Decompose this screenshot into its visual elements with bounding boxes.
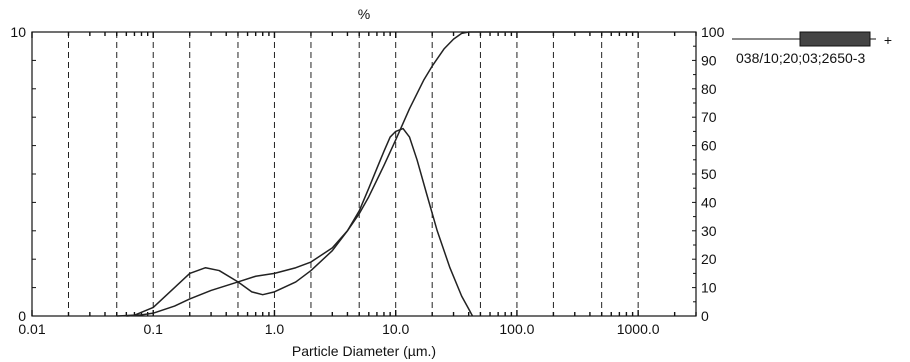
cumulative-curve [126, 31, 639, 317]
x-tick-labels: 0.01 0.1 1.0 10.0 100.0 1000.0 [18, 321, 659, 337]
left-tick-label: 10 [10, 24, 26, 40]
x-tick-label: 1.0 [265, 321, 285, 337]
right-axis-ticks: 0 10 20 30 40 50 60 70 80 90 100 [692, 24, 725, 324]
legend: + 038/10;20;03;2650-3 [732, 31, 892, 66]
right-tick-label: 80 [701, 81, 717, 97]
series-lines [116, 31, 639, 317]
x-axis-label: Particle Diameter (µm.) [292, 343, 436, 359]
right-tick-label: 30 [701, 223, 717, 239]
left-tick-label: 0 [18, 308, 26, 324]
x-tick-label: 100.0 [499, 321, 534, 337]
right-tick-label: 50 [701, 166, 717, 182]
x-tick-label: 0.01 [18, 321, 45, 337]
chart-title: % [358, 6, 370, 22]
x-tick-label: 10.0 [382, 321, 409, 337]
x-tick-label: 1000.0 [617, 321, 660, 337]
x-tick-label: 0.1 [143, 321, 163, 337]
left-axis-ticks: 0 10 [10, 24, 36, 324]
legend-plus-icon: + [884, 32, 892, 48]
legend-swatch [799, 31, 871, 47]
right-tick-label: 70 [701, 109, 717, 125]
vertical-gridlines [67, 32, 639, 316]
right-tick-label: 40 [701, 194, 717, 210]
right-tick-label: 20 [701, 251, 717, 267]
plot-frame [31, 31, 697, 317]
right-tick-label: 90 [701, 52, 717, 68]
legend-label: 038/10;20;03;2650-3 [736, 50, 865, 66]
right-tick-label: 60 [701, 138, 717, 154]
minor-ticks [31, 32, 697, 316]
right-tick-label: 10 [701, 280, 717, 296]
right-tick-label: 0 [701, 308, 709, 324]
frequency-curve [116, 127, 474, 317]
right-tick-label: 100 [701, 24, 725, 40]
